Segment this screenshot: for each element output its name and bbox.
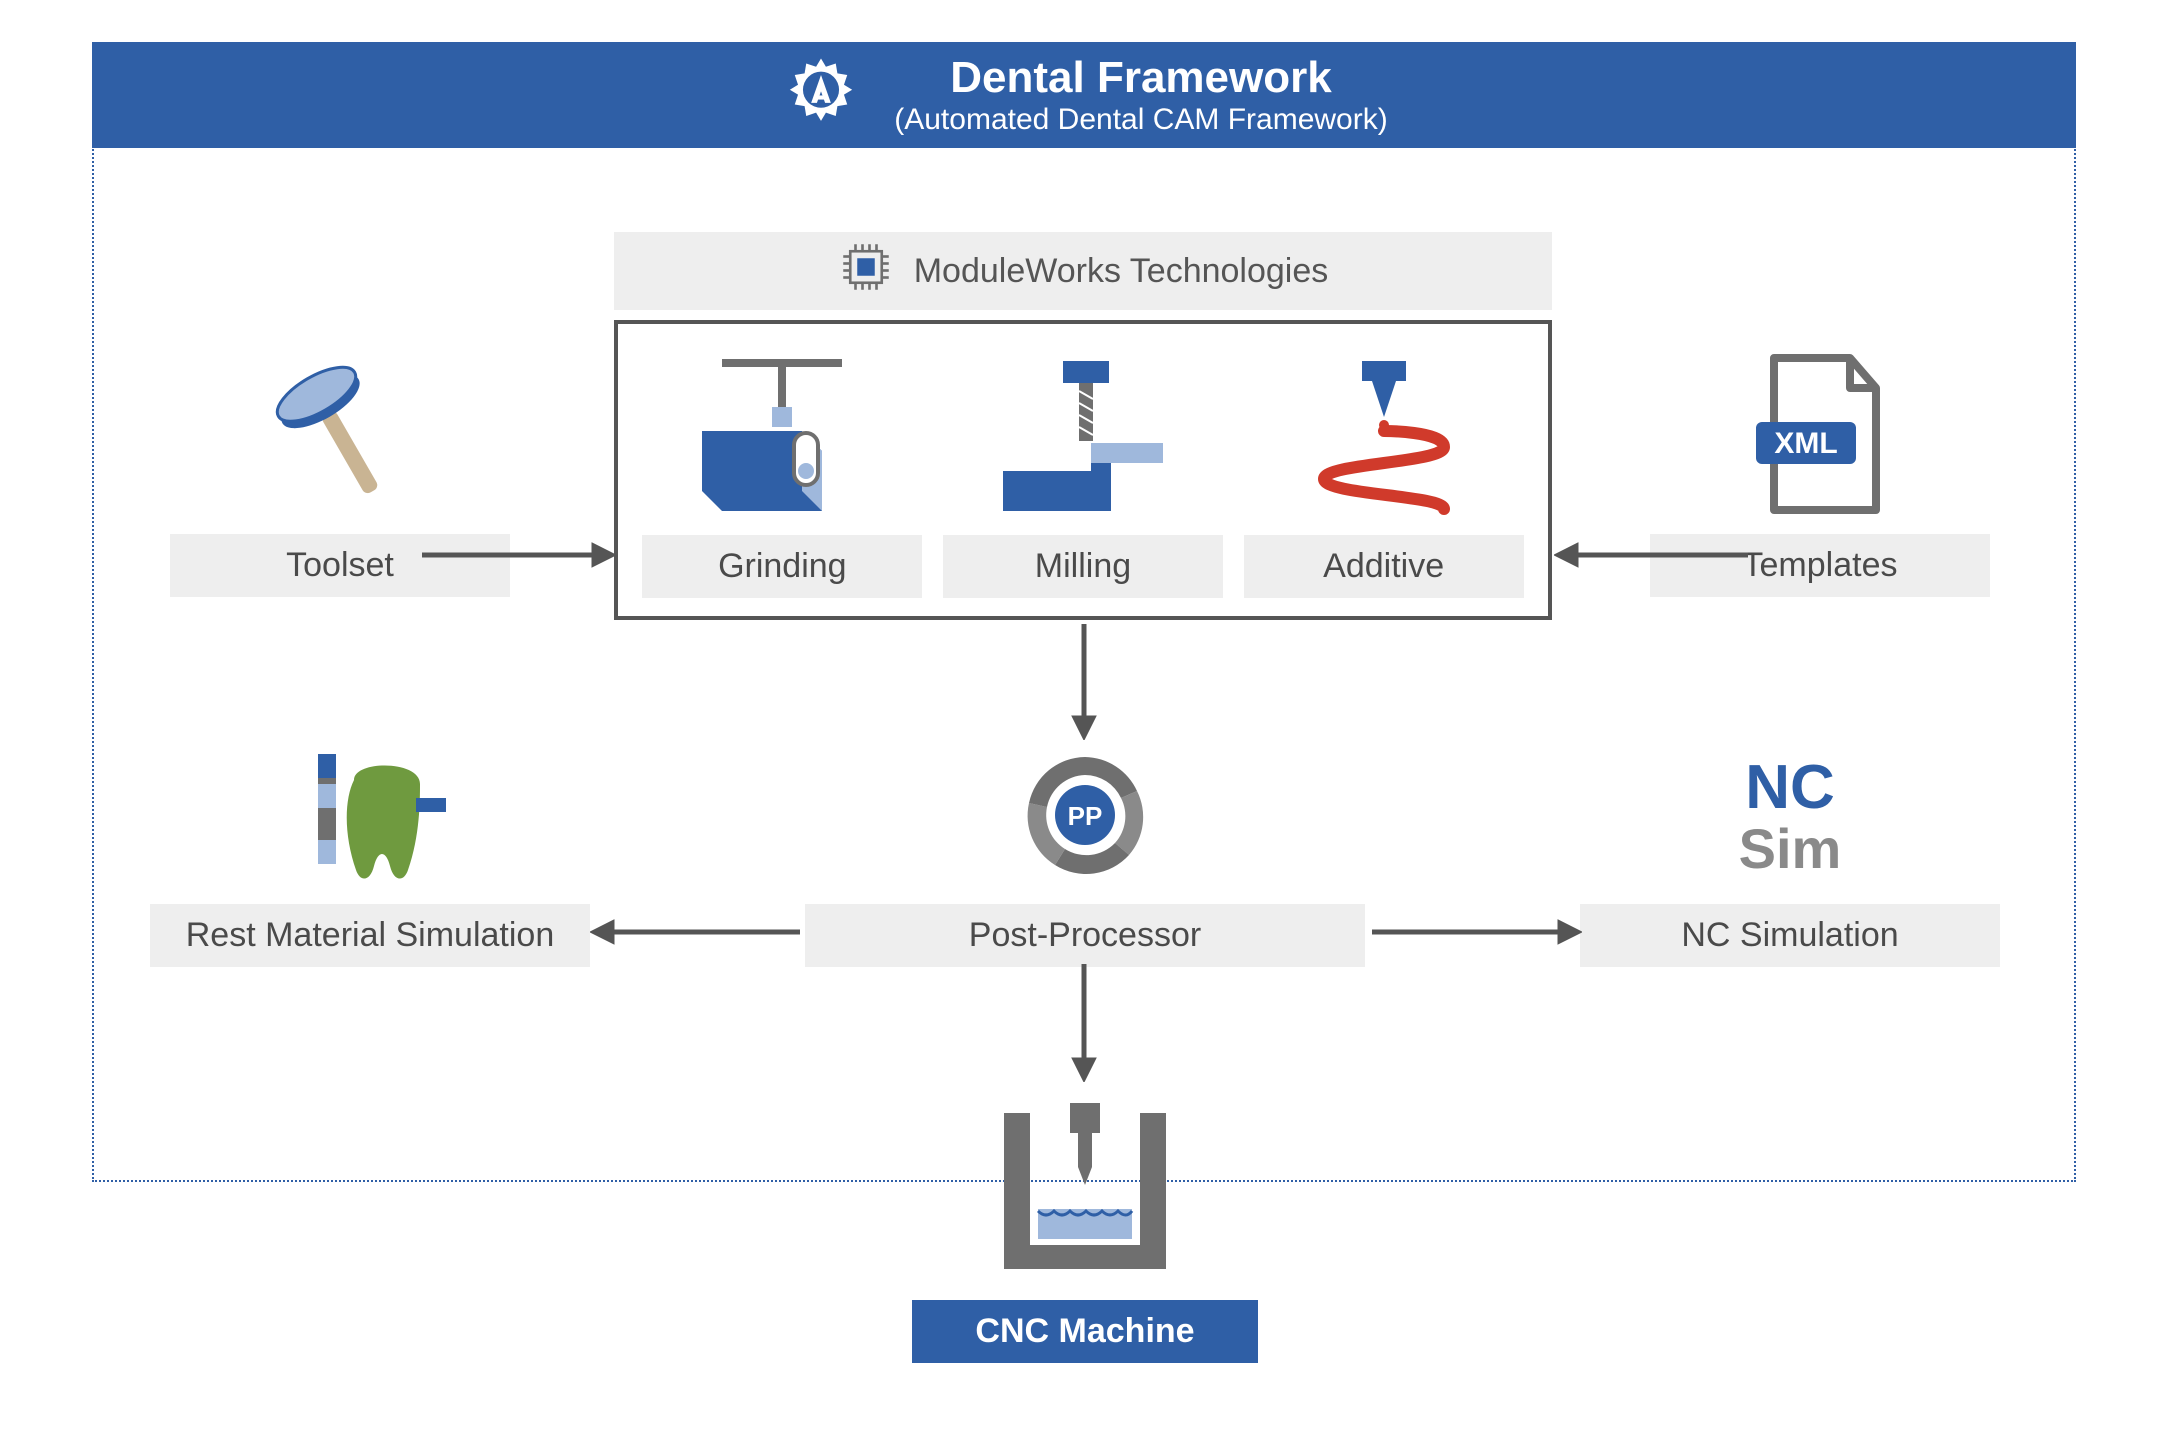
chip-icon	[838, 239, 894, 304]
pp-icon: PP	[805, 740, 1365, 890]
rest-material-label: Rest Material Simulation	[150, 904, 590, 967]
arrow-post-to-rest	[590, 912, 806, 952]
svg-text:PP: PP	[1068, 801, 1103, 831]
arrow-toolset-to-tech	[416, 535, 616, 575]
milling-icon	[943, 351, 1223, 521]
milling-label: Milling	[943, 535, 1223, 598]
tech-heading-band: ModuleWorks Technologies	[614, 232, 1552, 310]
header-title: Dental Framework	[894, 54, 1387, 102]
xml-file-icon: XML	[1650, 350, 1990, 520]
mallet-icon	[170, 350, 510, 520]
post-processor-block: PP Post-Processor	[805, 740, 1365, 967]
arrow-post-to-cnc	[1064, 960, 1104, 1082]
tech-box: Grinding Milling Additive	[614, 320, 1552, 620]
tooth-icon	[150, 740, 590, 890]
header-subtitle: (Automated Dental CAM Framework)	[894, 103, 1387, 136]
header-bar: Dental Framework (Automated Dental CAM F…	[92, 42, 2076, 148]
arrow-templates-to-tech	[1554, 535, 1754, 575]
post-processor-label: Post-Processor	[805, 904, 1365, 967]
grinding-label: Grinding	[642, 535, 922, 598]
nc-sim-icon: NC Sim	[1580, 740, 2000, 890]
svg-text:Sim: Sim	[1739, 817, 1842, 880]
tech-item-grinding: Grinding	[642, 351, 922, 598]
svg-text:XML: XML	[1774, 427, 1837, 460]
additive-icon	[1244, 351, 1524, 521]
additive-label: Additive	[1244, 535, 1524, 598]
arrow-post-to-ncsim	[1366, 912, 1582, 952]
tech-item-milling: Milling	[943, 351, 1223, 598]
rest-material-block: Rest Material Simulation	[150, 740, 590, 967]
nc-simulation-block: NC Sim NC Simulation	[1580, 740, 2000, 967]
tech-item-additive: Additive	[1244, 351, 1524, 598]
cnc-icon	[912, 1080, 1258, 1290]
arrow-tech-to-post	[1064, 620, 1104, 740]
cnc-label: CNC Machine	[912, 1300, 1258, 1363]
nc-simulation-label: NC Simulation	[1580, 904, 2000, 967]
cnc-block: CNC Machine	[912, 1080, 1258, 1363]
gear-a-icon	[780, 52, 862, 139]
grinding-icon	[642, 351, 922, 521]
tech-heading-label: ModuleWorks Technologies	[914, 252, 1329, 291]
svg-text:NC: NC	[1745, 753, 1835, 822]
